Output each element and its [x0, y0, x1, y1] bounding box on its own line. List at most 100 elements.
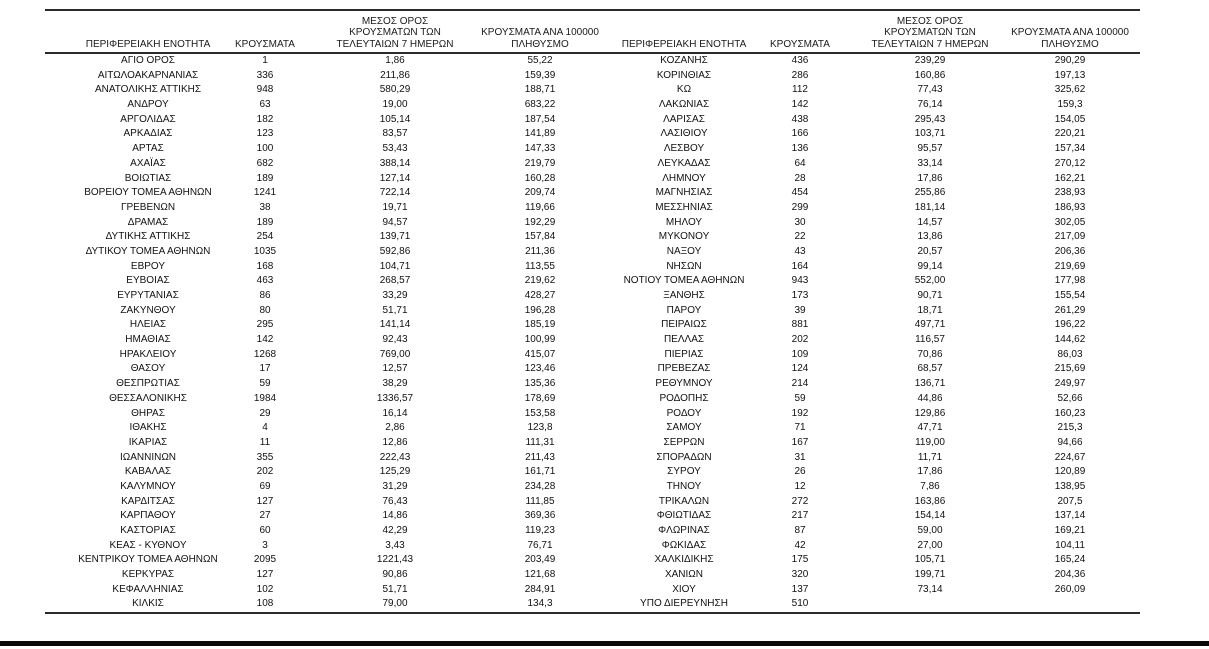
cases-cell: 682 [256, 157, 274, 169]
region-cell: ΜΗΛΟΥ [665, 216, 703, 228]
per100k-cell: 137,14 [1054, 510, 1086, 522]
cases-cell: 27 [259, 510, 271, 522]
cases-cell: 192 [791, 407, 809, 419]
cases-cell: 124 [791, 363, 809, 375]
region-cell: ΥΠΟ ΔΙΕΡΕΥΝΗΣΗ [640, 598, 728, 610]
region-cell: ΔΥΤΙΚΟΥ ΤΟΜΕΑ ΑΘΗΝΩΝ [85, 245, 211, 257]
avg7-cell: 19,00 [382, 99, 408, 111]
region-cell: ΚΑΛΥΜΝΟΥ [120, 480, 176, 492]
table-row: ΖΑΚΥΝΘΟΥ 80 51,71 196,28 ΠΑΡΟΥ 39 18,71 261,29 [45, 304, 1140, 319]
avg7-cell: 38,29 [382, 378, 408, 390]
cases-cell: 164 [791, 260, 809, 272]
region-cell: ΜΥΚΟΝΟΥ [658, 231, 710, 243]
cases-cell: 1035 [253, 245, 277, 257]
per100k-cell: 161,71 [524, 466, 556, 478]
cases-cell: 102 [256, 583, 274, 595]
region-cell: ΙΩΑΝΝΙΝΩΝ [119, 451, 177, 463]
region-cell: ΛΗΜΝΟΥ [662, 172, 706, 184]
region-cell: ΚΟΡΙΝΘΙΑΣ [656, 69, 712, 81]
per100k-cell: 224,67 [1054, 451, 1086, 463]
per100k-cell: 159,39 [524, 69, 556, 81]
cases-cell: 26 [794, 466, 806, 478]
per100k-cell: 160,23 [1054, 407, 1086, 419]
avg7-cell: 388,14 [379, 157, 411, 169]
cases-cell: 355 [256, 451, 274, 463]
avg7-cell: 14,86 [382, 510, 408, 522]
cases-cell: 123 [256, 128, 274, 140]
avg7-cell: 94,57 [382, 216, 408, 228]
avg7-cell: 295,43 [914, 113, 946, 125]
table-row: ΗΜΑΘΙΑΣ 142 92,43 100,99 ΠΕΛΛΑΣ 202 116,57 144,… [45, 333, 1140, 348]
per100k-cell: 123,8 [527, 422, 553, 434]
avg7-cell: 1336,57 [376, 392, 414, 404]
cases-cell: 881 [791, 319, 809, 331]
per100k-cell: 196,28 [524, 304, 556, 316]
per100k-cell: 249,97 [1054, 378, 1086, 390]
cases-cell: 109 [791, 348, 809, 360]
avg7-cell: 77,43 [917, 84, 943, 96]
avg7-cell: 90,86 [382, 569, 408, 581]
avg7-cell: 70,86 [917, 348, 943, 360]
table-row: ΙΘΑΚΗΣ 4 2,86 123,8 ΣΑΜΟΥ 71 47,71 215,3 [45, 421, 1140, 436]
cases-cell: 202 [791, 334, 809, 346]
region-cell: ΠΕΛΛΑΣ [663, 334, 705, 346]
region-cell: ΘΕΣΠΡΩΤΙΑΣ [116, 378, 180, 390]
avg7-cell: 12,57 [382, 363, 408, 375]
region-cell: ΡΟΔΟΥ [666, 407, 702, 419]
region-cell: ΑΓΙΟ ΟΡΟΣ [121, 55, 175, 66]
cases-cell: 59 [794, 392, 806, 404]
avg7-cell: 769,00 [379, 348, 411, 360]
header-region-left: ΠΕΡΙΦΕΡΕΙΑΚΗ ΕΝΟΤΗΤΑ [85, 38, 211, 50]
per100k-cell: 290,29 [1054, 55, 1086, 66]
avg7-cell: 552,00 [914, 275, 946, 287]
cases-cell: 1268 [253, 348, 277, 360]
cases-cell: 108 [256, 598, 274, 610]
cases-cell: 948 [256, 84, 274, 96]
table-row: ΑΝΔΡΟΥ 63 19,00 683,22 ΛΑΚΩΝΙΑΣ 142 76,14 159,3 [45, 98, 1140, 113]
per100k-cell: 206,36 [1054, 245, 1086, 257]
table-row: ΑΝΑΤΟΛΙΚΗΣ ΑΤΤΙΚΗΣ 948 580,29 188,71 ΚΩ 112 77… [45, 83, 1140, 98]
region-cell: ΚΑΡΠΑΘΟΥ [120, 510, 176, 522]
region-cell: ΚΑΒΑΛΑΣ [124, 466, 172, 478]
cases-cell: 136 [791, 143, 809, 155]
table-row: ΘΗΡΑΣ 29 16,14 153,58 ΡΟΔΟΥ 192 129,86 160,23 [45, 407, 1140, 422]
per100k-cell: 134,3 [527, 598, 553, 610]
cases-cell: 254 [256, 231, 274, 243]
cases-cell: 1984 [253, 392, 277, 404]
cases-cell: 31 [794, 451, 806, 463]
table-row: ΚΑΛΥΜΝΟΥ 69 31,29 234,28 ΤΗΝΟΥ 12 7,86 138,95 [45, 480, 1140, 495]
per100k-cell: 219,79 [524, 157, 556, 169]
cases-cell: 272 [791, 495, 809, 507]
table-row: ΘΕΣΣΑΛΟΝΙΚΗΣ 1984 1336,57 178,69 ΡΟΔΟΠΗΣ 59 44… [45, 392, 1140, 407]
per100k-cell: 261,29 [1054, 304, 1086, 316]
avg7-cell: 722,14 [379, 187, 411, 199]
region-cell: ΑΡΤΑΣ [132, 143, 164, 155]
avg7-cell: 592,86 [379, 245, 411, 257]
per100k-cell: 209,74 [524, 187, 556, 199]
cases-cell: 1 [262, 55, 268, 66]
region-cell: ΒΟΡΕΙΟΥ ΤΟΜΕΑ ΑΘΗΝΩΝ [84, 187, 212, 199]
avg7-cell: 51,71 [382, 304, 408, 316]
per100k-cell: 165,24 [1054, 554, 1086, 566]
per100k-cell: 185,19 [524, 319, 556, 331]
per100k-cell: 270,12 [1054, 157, 1086, 169]
region-cell: ΚΙΛΚΙΣ [132, 598, 164, 610]
table-row: ΔΡΑΜΑΣ 189 94,57 192,29 ΜΗΛΟΥ 30 14,57 302,05 [45, 216, 1140, 231]
avg7-cell: 119,00 [915, 436, 945, 448]
per100k-cell: 155,54 [1054, 290, 1086, 301]
table-row: ΙΚΑΡΙΑΣ 11 12,86 111,31 ΣΕΡΡΩΝ 167 119,00 94,66 [45, 436, 1140, 451]
per100k-cell: 76,71 [527, 539, 553, 551]
per100k-cell: 219,62 [524, 275, 556, 287]
avg7-cell: 105,71 [914, 554, 946, 566]
avg7-cell: 129,86 [914, 407, 946, 419]
header-per100k-right: ΚΡΟΥΣΜΑΤΑ ΑΝΑ 100000 ΠΛΗΘΥΣΜΟ [1011, 27, 1129, 50]
avg7-cell: 255,86 [914, 187, 946, 199]
region-cell: ΘΑΣΟΥ [130, 363, 166, 375]
region-cell: ΡΕΘΥΜΝΟΥ [655, 378, 713, 390]
cases-cell: 299 [791, 201, 809, 213]
cases-cell: 295 [256, 319, 274, 331]
cases-cell: 463 [256, 275, 274, 287]
region-cell: ΖΑΚΥΝΘΟΥ [120, 304, 176, 316]
region-cell: ΧΑΛΚΙΔΙΚΗΣ [654, 554, 714, 566]
header-region-right: ΠΕΡΙΦΕΡΕΙΑΚΗ ΕΝΟΤΗΤΑ [621, 38, 747, 50]
